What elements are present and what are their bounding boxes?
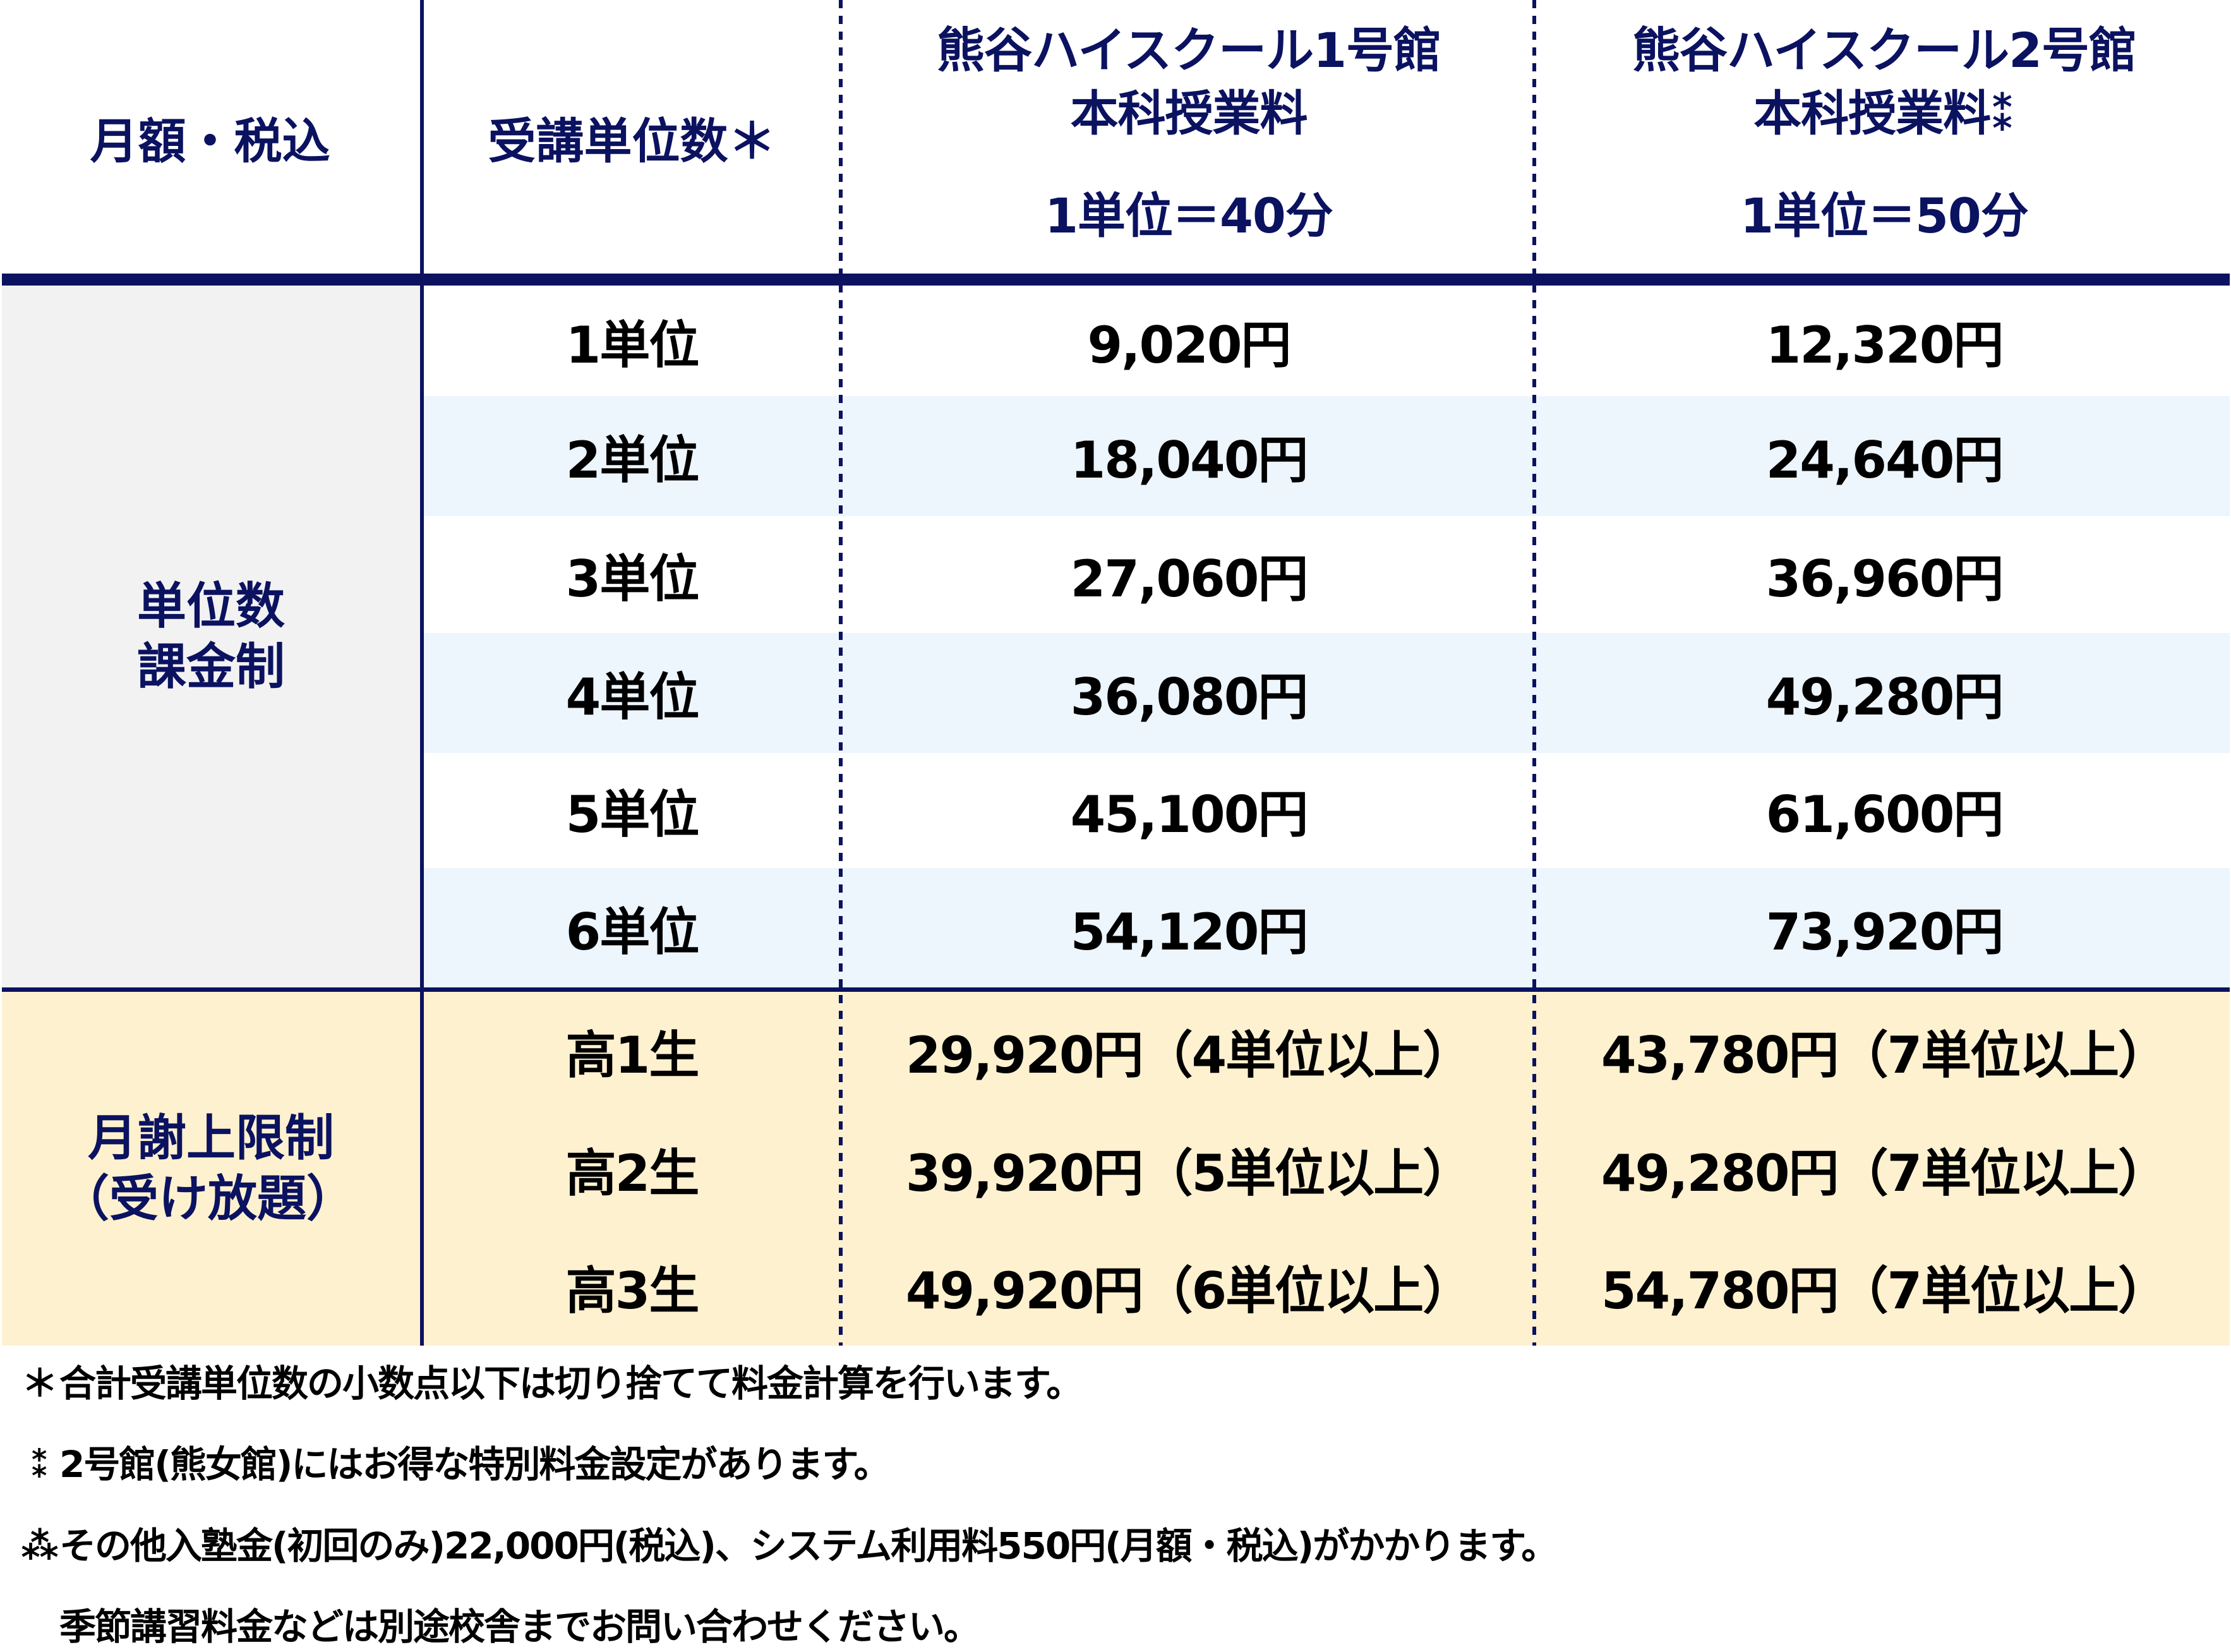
kan2-cap-cell: 49,280円（7単位以上） xyxy=(1601,1143,2168,1203)
category-bg-monthly-cap xyxy=(2,992,420,1346)
column-divider-dashed xyxy=(839,0,843,1346)
footnote-other-fees: ⁂その他入塾金(初回のみ)22,000円(税込)、システム利用料550円(月額・… xyxy=(19,1524,1558,1568)
double-asterisk-icon: ⁑ xyxy=(30,1443,49,1486)
kan2-cap-cell: 43,780円（7単位以上） xyxy=(1601,1025,2168,1085)
asterisk-icon: ＊ xyxy=(21,1362,58,1405)
units-cell: 3単位 xyxy=(565,549,700,608)
kan1-cap-cell: 49,920円（6単位以上） xyxy=(905,1262,1473,1320)
kan2-price-cell: 73,920円 xyxy=(1765,902,2004,962)
footnote-text: 2号館(熊女館)にはお得な特別料金設定があります。 xyxy=(59,1443,891,1486)
row-bg xyxy=(424,753,2230,868)
kan2-price-cell: 49,280円 xyxy=(1765,668,2004,727)
category-line: 月謝上限制 xyxy=(87,1110,334,1167)
category-line: 単位数 xyxy=(136,577,285,635)
kan2-tuition-label: 本科授業料⁑ xyxy=(1753,85,2016,142)
row-bg xyxy=(424,868,2230,987)
category-bg-unit-billing xyxy=(2,286,420,987)
category-unit-billing: 単位数 課金制 xyxy=(2,286,420,987)
header-col-units: 受講単位数＊ xyxy=(424,0,840,274)
row-bg xyxy=(424,396,2230,516)
units-cell: 2単位 xyxy=(565,431,700,490)
header-col-kan2: 熊谷ハイスクール2号館 本科授業料⁑ 1単位＝50分 xyxy=(1537,19,2231,259)
units-cell: 6単位 xyxy=(565,902,700,962)
footnote-seasonal-courses: 季節講習料金などは別途校舎までお問い合わせください。 xyxy=(19,1605,980,1649)
footnote-rounding: ＊合計受講単位数の小数点以下は切り捨てて料金計算を行います。 xyxy=(19,1361,1083,1406)
header-label: 月額・税込 xyxy=(90,112,330,169)
kan1-name: 熊谷ハイスクール1号館 xyxy=(936,22,1441,78)
grade-cell: 高3生 xyxy=(565,1262,700,1320)
kan2-price-cell: 24,640円 xyxy=(1765,431,2004,490)
footnote-text: その他入塾金(初回のみ)22,000円(税込)、システム利用料550円(月額・税… xyxy=(59,1524,1558,1567)
row-bg xyxy=(424,286,2230,396)
kan2-unit-length: 1単位＝50分 xyxy=(1740,188,2029,244)
kan2-name: 熊谷ハイスクール2号館 xyxy=(1632,22,2137,78)
footnote-special-pricing: ⁑ 2号館(熊女館)にはお得な特別料金設定があります。 xyxy=(19,1442,891,1486)
row-bg xyxy=(424,516,2230,633)
header-col-kan1: 熊谷ハイスクール1号館 本科授業料 1単位＝40分 xyxy=(844,19,1534,259)
footnote-text: 合計受講単位数の小数点以下は切り捨てて料金計算を行います。 xyxy=(59,1362,1083,1405)
category-monthly-cap: 月謝上限制 （受け放題） xyxy=(2,992,420,1346)
kan1-tuition-label: 本科授業料 xyxy=(1070,85,1308,142)
grade-cell: 高1生 xyxy=(565,1025,700,1085)
kan1-price-cell: 9,020円 xyxy=(1087,315,1291,375)
units-cell: 5単位 xyxy=(565,785,700,844)
header-label: 受講単位数＊ xyxy=(488,112,776,169)
column-divider-dashed xyxy=(1532,0,1536,1346)
kan2-price-cell: 61,600円 xyxy=(1765,785,2004,844)
units-cell: 1単位 xyxy=(565,315,700,375)
kan1-price-cell: 45,100円 xyxy=(1070,785,1309,844)
row-bg xyxy=(424,633,2230,753)
row-bg xyxy=(424,992,2230,1346)
section-divider-line xyxy=(2,987,2230,992)
column-divider-solid xyxy=(420,0,424,1346)
category-line: （受け放題） xyxy=(59,1171,356,1227)
kan2-price-cell: 12,320円 xyxy=(1765,315,2004,375)
category-line: 課金制 xyxy=(136,638,285,696)
kan1-price-cell: 18,040円 xyxy=(1070,431,1309,490)
header-divider-bar xyxy=(2,274,2230,286)
kan1-cap-cell: 39,920円（5単位以上） xyxy=(905,1143,1473,1203)
kan2-cap-cell: 54,780円（7単位以上） xyxy=(1601,1262,2168,1320)
kan1-price-cell: 54,120円 xyxy=(1070,902,1309,962)
kan1-unit-length: 1単位＝40分 xyxy=(1045,188,1333,244)
asterism-icon: ⁂ xyxy=(21,1524,58,1567)
footnote-text: 季節講習料金などは別途校舎までお問い合わせください。 xyxy=(59,1605,980,1648)
units-cell: 4単位 xyxy=(565,668,700,727)
kan1-price-cell: 36,080円 xyxy=(1070,668,1309,727)
kan1-cap-cell: 29,920円（4単位以上） xyxy=(905,1025,1473,1085)
kan2-price-cell: 36,960円 xyxy=(1765,549,2004,608)
header-col-monthly-tax-included: 月額・税込 xyxy=(0,0,420,274)
kan1-price-cell: 27,060円 xyxy=(1070,549,1309,608)
grade-cell: 高2生 xyxy=(565,1143,700,1203)
